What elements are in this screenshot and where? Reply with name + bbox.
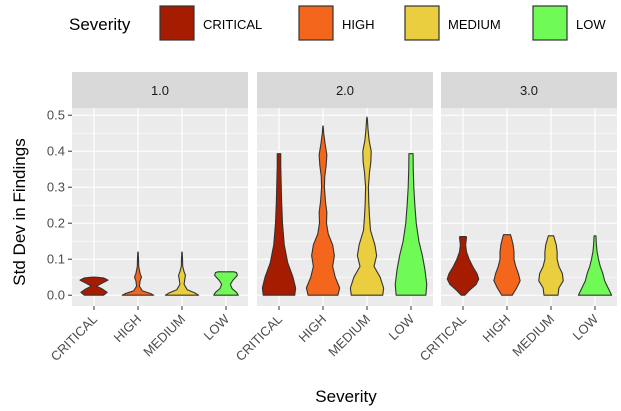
y-tick-label: 0.4 <box>47 144 65 159</box>
legend-entry-critical: CRITICAL <box>160 6 262 40</box>
legend-title: Severity <box>69 15 131 34</box>
x-tick-label: HIGH <box>480 312 514 346</box>
facet-strip-label: 1.0 <box>151 83 169 98</box>
legend-entry-medium: MEDIUM <box>405 6 501 40</box>
legend-label: MEDIUM <box>448 17 501 32</box>
legend-keys: CRITICAL HIGH MEDIUM LOW <box>160 6 606 40</box>
x-tick-label: CRITICAL <box>417 312 469 364</box>
x-tick-label: LOW <box>386 311 418 343</box>
x-tick-label: HIGH <box>296 312 330 346</box>
y-tick-label: 0.5 <box>47 108 65 123</box>
legend-entry-low: LOW <box>533 6 606 40</box>
x-tick-label: CRITICAL <box>233 312 285 364</box>
x-tick-label: LOW <box>201 311 233 343</box>
y-tick-label: 0.0 <box>47 288 65 303</box>
x-tick-label: LOW <box>570 311 602 343</box>
y-tick-label: 0.2 <box>47 216 65 231</box>
legend-swatch <box>160 6 194 40</box>
facet-strip-label: 2.0 <box>336 83 354 98</box>
x-tick-label: MEDIUM <box>509 312 557 360</box>
x-axis-title: Severity <box>315 387 377 406</box>
x-tick-label: CRITICAL <box>48 312 100 364</box>
x-tick-label: HIGH <box>111 312 145 346</box>
y-tick-label: 0.1 <box>47 252 65 267</box>
y-axis-title: Std Dev in Findings <box>10 138 29 285</box>
legend-swatch <box>405 6 439 40</box>
legend-label: LOW <box>576 17 606 32</box>
facet-strip-label: 3.0 <box>520 83 538 98</box>
x-tick-label: MEDIUM <box>325 312 373 360</box>
legend-label: CRITICAL <box>203 17 262 32</box>
y-axis: 0.0 0.1 0.2 0.3 0.4 0.5 <box>47 108 72 303</box>
legend-entry-high: HIGH <box>299 6 375 40</box>
x-tick-label: MEDIUM <box>140 312 188 360</box>
legend: Severity CRITICAL HIGH MEDIUM LOW <box>69 6 606 40</box>
legend-label: HIGH <box>342 17 375 32</box>
y-tick-label: 0.3 <box>47 180 65 195</box>
legend-swatch <box>533 6 567 40</box>
legend-swatch <box>299 6 333 40</box>
